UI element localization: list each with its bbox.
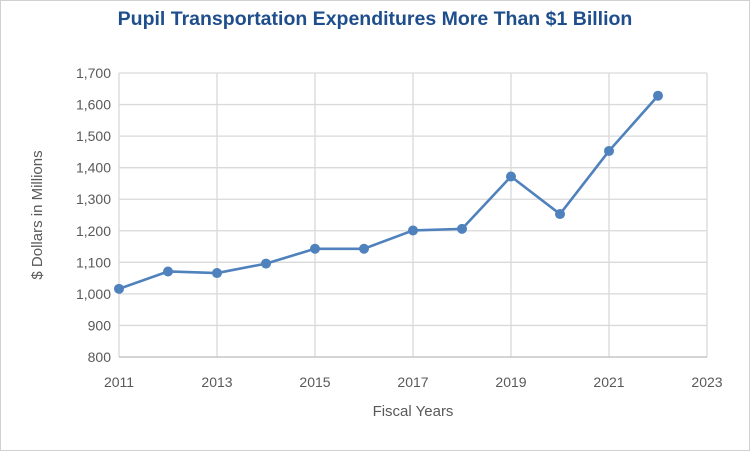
y-tick-label: 1,300 bbox=[76, 191, 111, 207]
data-point bbox=[310, 243, 320, 254]
series-line bbox=[118, 94, 659, 291]
y-tick-label: 1,400 bbox=[76, 160, 111, 176]
data-point bbox=[212, 268, 222, 279]
y-tick-label: 1,500 bbox=[76, 128, 111, 144]
data-point bbox=[359, 243, 369, 254]
x-tick-label: 2015 bbox=[299, 374, 330, 390]
data-point bbox=[457, 223, 467, 234]
x-tick-label: 2023 bbox=[691, 374, 722, 390]
data-point bbox=[163, 266, 173, 277]
series bbox=[114, 90, 663, 294]
x-tick-label: 2021 bbox=[593, 374, 624, 390]
data-point bbox=[653, 90, 663, 101]
y-tick-label: 800 bbox=[88, 349, 112, 365]
y-axis-ticks: 800 900 1,000 1,100 1,200 1,300 1,400 1,500 1,60… bbox=[76, 65, 111, 365]
x-tick-label: 2019 bbox=[495, 374, 526, 390]
y-tick-label: 1,000 bbox=[76, 286, 111, 302]
data-point bbox=[506, 171, 516, 182]
y-axis-label: $ Dollars in Millions bbox=[29, 150, 46, 279]
data-point bbox=[114, 283, 124, 294]
y-tick-label: 1,200 bbox=[76, 223, 111, 239]
x-axis-label: Fiscal Years bbox=[373, 403, 454, 420]
data-point bbox=[261, 258, 271, 269]
data-point bbox=[604, 145, 614, 156]
y-tick-label: 900 bbox=[88, 317, 112, 333]
x-axis-ticks: 2011 2013 2015 2017 2019 2021 2023 bbox=[104, 374, 723, 390]
data-point bbox=[408, 225, 418, 236]
x-tick-label: 2017 bbox=[397, 374, 428, 390]
y-tick-label: 1,700 bbox=[76, 65, 111, 81]
data-point bbox=[555, 209, 565, 220]
grid bbox=[118, 72, 708, 358]
x-tick-label: 2013 bbox=[201, 374, 232, 390]
y-tick-label: 1,600 bbox=[76, 97, 111, 113]
chart-title: Pupil Transportation Expenditures More T… bbox=[117, 8, 633, 30]
y-tick-label: 1,100 bbox=[76, 254, 111, 270]
x-tick-label: 2011 bbox=[104, 374, 134, 390]
